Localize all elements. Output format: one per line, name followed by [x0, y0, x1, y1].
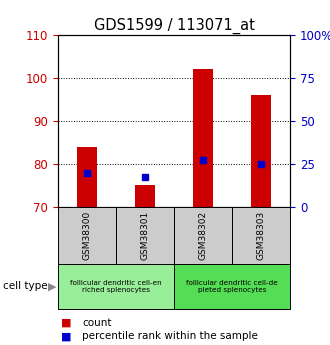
Text: GSM38302: GSM38302: [199, 211, 208, 260]
Bar: [116, 207, 174, 264]
Text: cell type: cell type: [3, 282, 48, 291]
Title: GDS1599 / 113071_at: GDS1599 / 113071_at: [94, 18, 254, 34]
Text: GSM38303: GSM38303: [257, 211, 266, 260]
Text: ■: ■: [61, 318, 72, 327]
Text: count: count: [82, 318, 112, 327]
Bar: [174, 207, 232, 264]
Text: ▶: ▶: [48, 282, 56, 291]
Text: GSM38301: GSM38301: [141, 211, 149, 260]
Bar: [193, 69, 213, 207]
Bar: [174, 264, 290, 309]
Text: percentile rank within the sample: percentile rank within the sample: [82, 332, 258, 341]
Bar: [77, 147, 97, 207]
Bar: [232, 207, 290, 264]
Bar: [58, 207, 116, 264]
Bar: [58, 264, 174, 309]
Text: follicular dendritic cell-de
pleted splenocytes: follicular dendritic cell-de pleted sple…: [186, 280, 278, 293]
Text: follicular dendritic cell-en
riched splenocytes: follicular dendritic cell-en riched sple…: [70, 280, 162, 293]
Bar: [251, 95, 272, 207]
Bar: [135, 186, 155, 207]
Text: GSM38300: GSM38300: [82, 211, 91, 260]
Text: ■: ■: [61, 332, 72, 341]
